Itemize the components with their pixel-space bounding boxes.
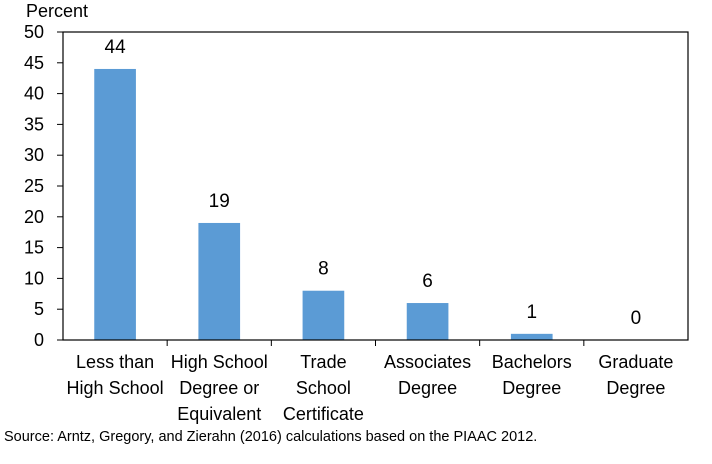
data-label: 1 <box>526 302 537 323</box>
y-tick-label: 10 <box>24 268 44 288</box>
y-tick-label: 20 <box>24 207 44 227</box>
category-label: Trade School Certificate <box>283 352 364 424</box>
bars <box>94 68 553 341</box>
y-tick-label: 5 <box>34 299 44 319</box>
category-label-line: Bachelors <box>492 352 572 372</box>
source-note: Source: Arntz, Gregory, and Zierahn (201… <box>4 429 538 445</box>
category-label: Graduate Degree <box>598 352 673 398</box>
y-tick-label: 0 <box>34 330 44 350</box>
category-label-line: Graduate <box>598 352 673 372</box>
category-label-line: Trade <box>300 352 346 372</box>
category-label-line: Degree or <box>179 378 259 398</box>
category-label-line: Degree <box>606 378 665 398</box>
y-tick-label: 30 <box>24 145 44 165</box>
bar <box>406 303 449 340</box>
y-tick-label: 35 <box>24 114 44 134</box>
bar <box>198 222 241 340</box>
category-label-line: Equivalent <box>177 404 261 424</box>
plot-area-frame <box>62 31 689 341</box>
y-tick-label: 45 <box>24 53 44 73</box>
y-axis-ticks: 0 5 10 15 20 25 30 35 40 45 50 <box>24 22 63 350</box>
bar <box>94 68 136 341</box>
category-label-line: School <box>296 378 351 398</box>
y-tick-label: 25 <box>24 176 44 196</box>
x-axis-category-labels: Less than High School High School Degree or… <box>67 352 674 424</box>
data-label: 0 <box>631 308 642 329</box>
category-label: Associates Degree <box>384 352 471 398</box>
y-tick-label: 15 <box>24 238 44 258</box>
bar <box>510 333 553 340</box>
category-label: Less than High School <box>67 352 164 398</box>
y-tick-label: 40 <box>24 84 44 104</box>
x-axis-ticks <box>166 340 585 346</box>
category-label-line: Associates <box>384 352 471 372</box>
category-label-line: Certificate <box>283 404 364 424</box>
data-labels: 44 19 8 6 1 0 <box>105 37 642 329</box>
category-label-line: Degree <box>398 378 457 398</box>
category-label: Bachelors Degree <box>492 352 572 398</box>
category-label-line: High School <box>171 352 268 372</box>
data-label: 8 <box>318 259 329 280</box>
y-axis-title: Percent <box>26 1 88 21</box>
data-label: 44 <box>105 37 127 58</box>
category-label: High School Degree or Equivalent <box>171 352 268 424</box>
category-label-line: Less than <box>76 352 154 372</box>
category-label-line: High School <box>67 378 164 398</box>
data-label: 19 <box>209 191 230 212</box>
bar <box>302 290 345 340</box>
data-label: 6 <box>422 271 433 292</box>
y-tick-label: 50 <box>24 22 44 42</box>
category-label-line: Degree <box>502 378 561 398</box>
